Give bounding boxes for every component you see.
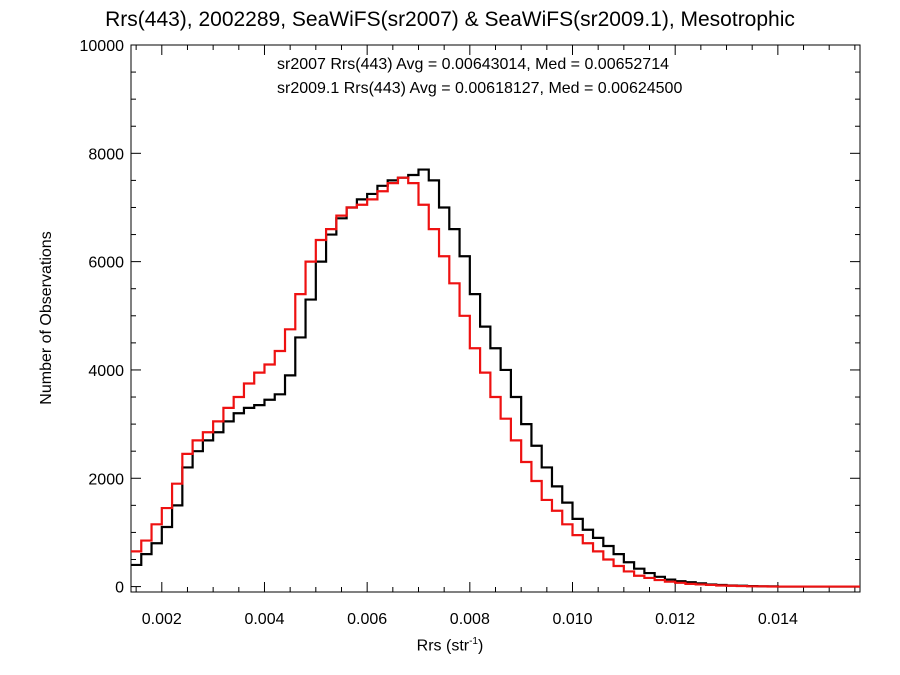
series-line-sr2009-1: [131, 176, 860, 588]
series-layer: [131, 168, 860, 588]
y-tick-label: 0: [115, 580, 124, 597]
y-tick-label: 8000: [88, 146, 124, 163]
x-tick-label: 0.012: [655, 611, 695, 628]
axis-ticks: 0.002 0.004 0.006 0.008 0.010 0.012 0.014 0 2000…: [80, 38, 860, 628]
series-line-sr2007: [131, 168, 860, 588]
sr2007-stats-annotation: sr2007 Rrs(443) Avg = 0.00643014, Med = …: [277, 56, 669, 73]
y-tick-label: 10000: [80, 38, 125, 55]
x-axis-label-text: Rrs (str: [416, 637, 470, 655]
y-tick-label: 6000: [88, 255, 124, 272]
x-tick-label: 0.002: [142, 611, 182, 628]
plot-frame: [130, 44, 861, 593]
x-axis-label-exponent: -1: [469, 636, 478, 647]
y-tick-label: 2000: [88, 471, 124, 488]
x-axis-label: Rrs (str-1): [0, 636, 900, 655]
sr2009-stats-annotation: sr2009.1 Rrs(443) Avg = 0.00618127, Med …: [277, 80, 683, 97]
x-tick-label: 0.010: [552, 611, 592, 628]
x-tick-label: 0.006: [347, 611, 387, 628]
x-tick-label: 0.014: [758, 611, 798, 628]
x-tick-label: 0.008: [450, 611, 490, 628]
chart-title: Rrs(443), 2002289, SeaWiFS(sr2007) & Sea…: [105, 8, 795, 31]
x-axis-label-close: ): [478, 637, 484, 655]
x-tick-label: 0.004: [244, 611, 284, 628]
y-tick-label: 4000: [88, 363, 124, 380]
